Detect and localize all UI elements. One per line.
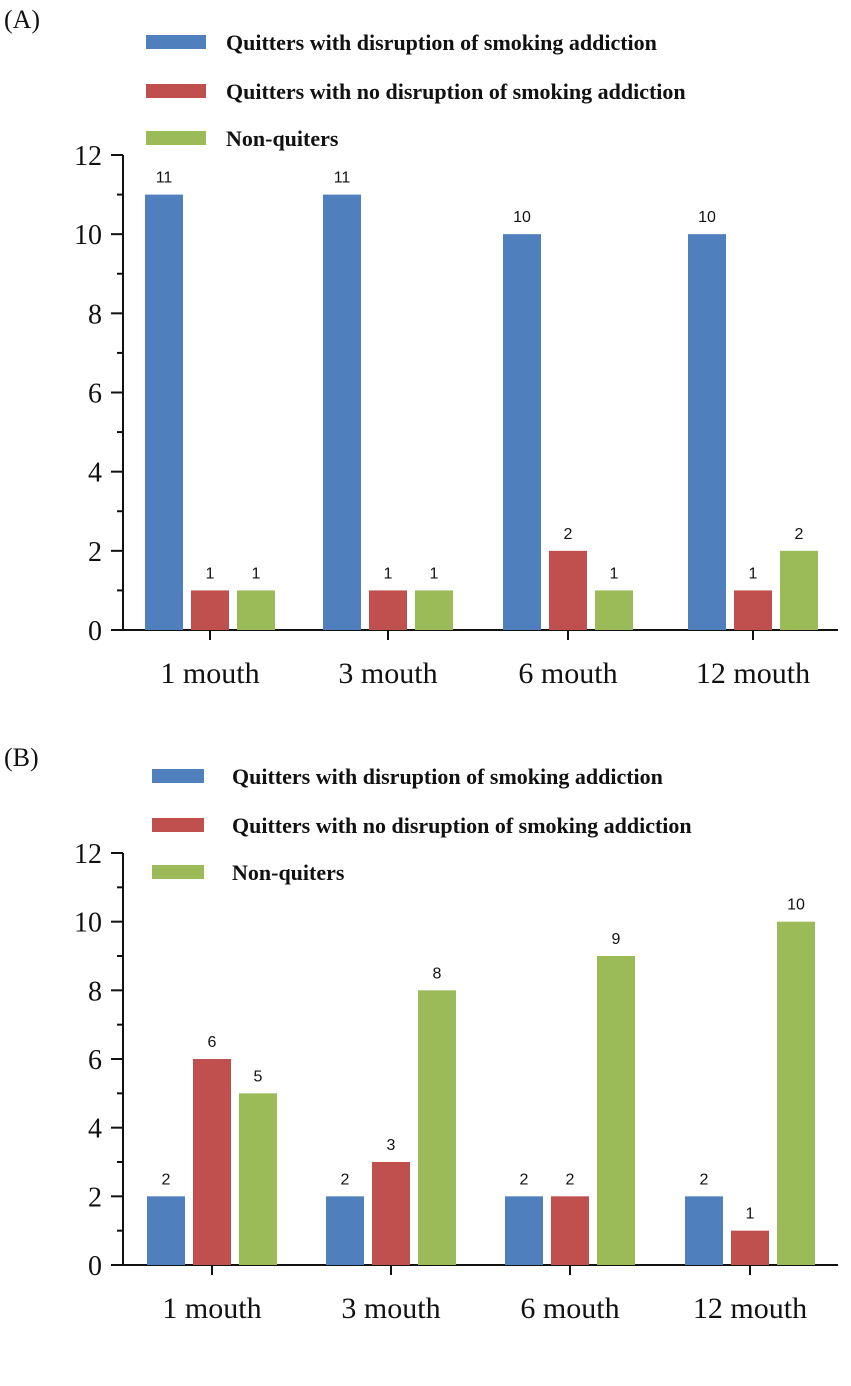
- x-category-label-a-2: 3 mouth: [338, 657, 437, 690]
- bar-a-s1-c1: [145, 194, 183, 631]
- x-category-label-b-3: 6 mouth: [520, 1292, 619, 1325]
- y-tick-label-a-8: 8: [88, 299, 102, 330]
- bar-b-s3-c3: [597, 956, 635, 1265]
- y-tick-label-b-10: 10: [74, 908, 102, 939]
- legend-label-b-2: Quitters with no disruption of smoking a…: [232, 813, 692, 838]
- data-label-a-s3-c1: 1: [252, 565, 261, 582]
- legend-label-a-2: Quitters with no disruption of smoking a…: [226, 79, 686, 104]
- data-label-a-s2-c1: 1: [206, 565, 215, 582]
- x-category-label-a-4: 12 mouth: [696, 657, 810, 690]
- data-label-b-s1-c4: 2: [700, 1171, 709, 1188]
- x-category-label-b-2: 3 mouth: [341, 1292, 440, 1325]
- x-category-label-a-3: 6 mouth: [518, 657, 617, 690]
- data-label-a-s3-c2: 1: [430, 565, 439, 582]
- data-label-b-s3-c2: 8: [433, 965, 442, 982]
- data-label-a-s3-c3: 1: [610, 565, 619, 582]
- data-label-b-s1-c3: 2: [520, 1171, 529, 1188]
- data-label-a-s2-c4: 1: [749, 565, 758, 582]
- bar-a-s2-c2: [369, 590, 407, 630]
- data-label-b-s3-c3: 9: [612, 931, 621, 948]
- legend-swatch-a-2: [146, 84, 206, 98]
- panel-label-b: (B): [4, 743, 39, 772]
- legend-swatch-b-2: [152, 818, 204, 832]
- y-tick-label-b-4: 4: [88, 1114, 102, 1145]
- data-label-a-s2-c2: 1: [384, 565, 393, 582]
- bar-b-s1-c2: [326, 1196, 364, 1265]
- data-label-a-s3-c4: 2: [795, 526, 804, 543]
- legend-swatch-b-3: [152, 865, 204, 879]
- x-category-label-b-1: 1 mouth: [162, 1292, 261, 1325]
- bar-a-s2-c1: [191, 590, 229, 630]
- chart-panel-b: (B) Quitters with disruption of smoking a…: [4, 743, 838, 1325]
- bar-b-s1-c1: [147, 1196, 185, 1265]
- legend-label-b-3: Non-quiters: [232, 860, 345, 885]
- data-label-a-s1-c4: 10: [698, 209, 716, 226]
- bar-b-s1-c4: [685, 1196, 723, 1265]
- data-label-b-s2-c1: 6: [208, 1034, 217, 1051]
- panel-label-a: (A): [4, 5, 40, 34]
- legend-swatch-a-3: [146, 131, 206, 145]
- data-label-b-s3-c4: 10: [787, 897, 805, 914]
- y-tick-label-b-2: 2: [88, 1182, 102, 1213]
- y-tick-label-b-8: 8: [88, 976, 102, 1007]
- bar-b-s3-c4: [777, 921, 815, 1265]
- y-tick-label-b-12: 12: [74, 839, 102, 870]
- bar-b-s2-c2: [372, 1162, 410, 1265]
- x-category-label-a-1: 1 mouth: [160, 657, 259, 690]
- bar-b-s2-c1: [193, 1059, 231, 1265]
- bar-b-s2-c3: [551, 1196, 589, 1265]
- data-label-b-s2-c3: 2: [566, 1171, 575, 1188]
- bar-a-s1-c4: [688, 234, 726, 630]
- bar-b-s3-c1: [239, 1093, 277, 1265]
- bar-b-s3-c2: [418, 990, 456, 1265]
- data-label-b-s1-c1: 2: [162, 1171, 171, 1188]
- data-label-a-s1-c3: 10: [513, 209, 531, 226]
- bar-a-s3-c4: [780, 550, 818, 630]
- data-label-a-s1-c1: 11: [156, 170, 173, 187]
- y-tick-label-a-12: 12: [74, 141, 102, 172]
- bar-a-s2-c3: [549, 550, 587, 630]
- data-label-b-s2-c4: 1: [746, 1206, 755, 1223]
- x-category-label-b-4: 12 mouth: [693, 1292, 807, 1325]
- chart-panel-a: (A) Quitters with disruption of smoking a…: [4, 5, 838, 690]
- y-tick-label-a-0: 0: [88, 616, 102, 647]
- bar-b-s2-c4: [731, 1230, 769, 1265]
- data-label-a-s2-c3: 2: [564, 526, 573, 543]
- bar-a-s3-c1: [237, 590, 275, 630]
- y-tick-label-a-6: 6: [88, 379, 102, 410]
- y-tick-label-b-6: 6: [88, 1045, 102, 1076]
- data-label-a-s1-c2: 11: [334, 170, 351, 187]
- legend-label-b-1: Quitters with disruption of smoking addi…: [232, 764, 663, 789]
- bar-a-s2-c4: [734, 590, 772, 630]
- legend-swatch-b-1: [152, 769, 204, 783]
- legend-label-a-3: Non-quiters: [226, 126, 339, 151]
- data-label-b-s2-c2: 3: [387, 1137, 396, 1154]
- data-label-b-s3-c1: 5: [254, 1068, 263, 1085]
- bar-a-s3-c2: [415, 590, 453, 630]
- y-tick-label-b-0: 0: [88, 1251, 102, 1282]
- bar-b-s1-c3: [505, 1196, 543, 1265]
- bar-a-s1-c3: [503, 234, 541, 630]
- bar-a-s3-c3: [595, 590, 633, 630]
- legend-swatch-a-1: [146, 35, 206, 49]
- y-tick-label-a-4: 4: [88, 458, 102, 489]
- y-tick-label-a-2: 2: [88, 537, 102, 568]
- data-label-b-s1-c2: 2: [341, 1171, 350, 1188]
- bar-a-s1-c2: [323, 194, 361, 631]
- y-tick-label-a-10: 10: [74, 220, 102, 251]
- legend-label-a-1: Quitters with disruption of smoking addi…: [226, 30, 657, 55]
